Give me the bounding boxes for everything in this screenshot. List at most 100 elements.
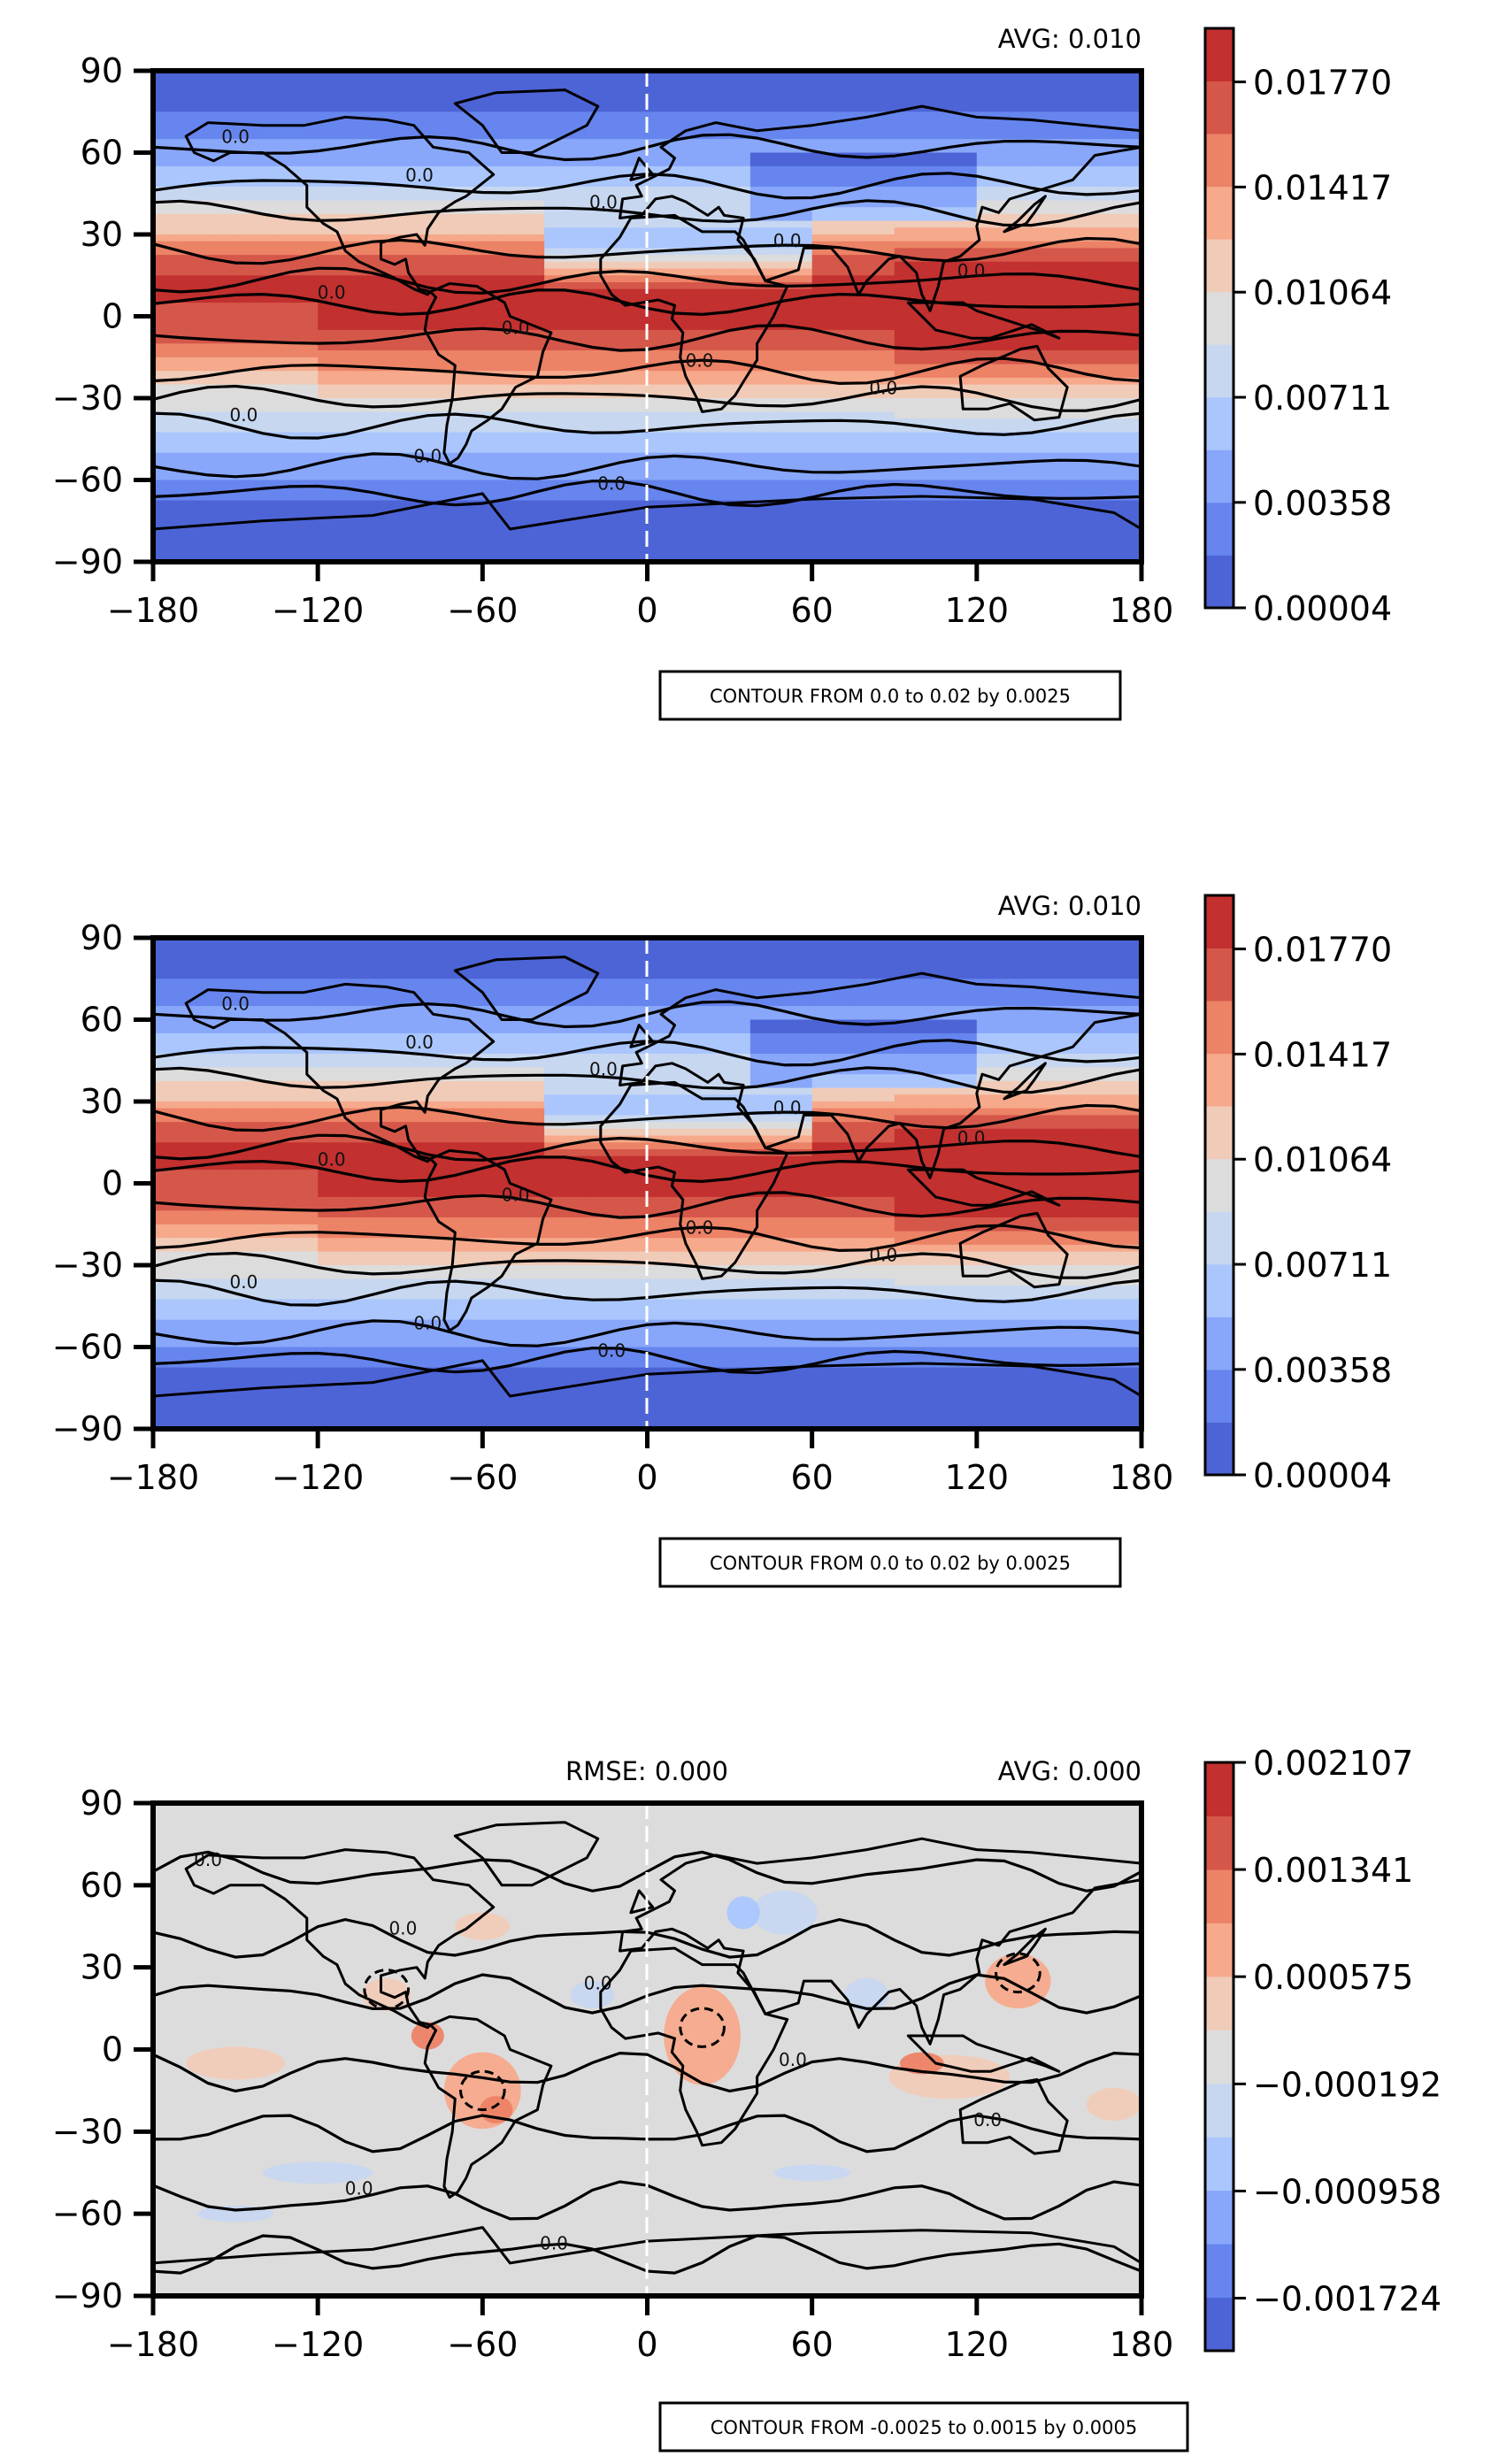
contour-cell	[997, 275, 1018, 283]
contour-cell	[153, 282, 174, 290]
contour-cell	[997, 1060, 1018, 1069]
contour-cell	[791, 500, 813, 508]
contour-cell	[626, 227, 649, 235]
contour-cell	[585, 220, 607, 228]
contour-cell	[235, 180, 257, 188]
contour-cell	[749, 77, 772, 85]
contour-cell	[935, 125, 957, 133]
contour-cell	[1038, 418, 1060, 426]
contour-cell	[296, 1135, 319, 1143]
contour-cell	[997, 391, 1018, 399]
contour-cell	[318, 446, 340, 454]
contour-cell	[358, 1094, 380, 1102]
contour-cell	[214, 425, 236, 434]
contour-cell	[318, 1047, 340, 1055]
contour-cell	[1058, 296, 1080, 303]
contour-cell	[667, 391, 689, 399]
contour-cell	[811, 1032, 834, 1041]
contour-cell	[1038, 234, 1060, 242]
contour-cell	[523, 261, 545, 270]
contour-cell	[400, 1087, 422, 1095]
contour-cell	[503, 303, 525, 311]
contour-cell	[296, 282, 319, 290]
contour-cell	[194, 1040, 216, 1048]
contour-cell	[1080, 964, 1102, 973]
contour-cell	[873, 999, 895, 1007]
contour-cell	[358, 1040, 380, 1048]
contour-cell	[667, 207, 689, 215]
contour-cell	[1100, 398, 1122, 406]
contour-cell	[606, 384, 627, 392]
contour-cell	[400, 398, 422, 406]
contour-cell	[256, 944, 278, 952]
contour-cell	[544, 180, 565, 188]
contour-cell	[256, 180, 278, 188]
contour-cell	[606, 1054, 627, 1062]
contour-cell	[915, 241, 936, 249]
contour-cell	[729, 97, 751, 106]
contour-cell	[976, 187, 998, 195]
contour-cell	[606, 938, 627, 946]
contour-cell	[873, 514, 895, 522]
contour-cell	[729, 425, 751, 434]
contour-cell	[214, 248, 236, 256]
contour-cell	[462, 111, 483, 119]
contour-cell	[420, 159, 442, 167]
contour-cell	[791, 1054, 813, 1062]
contour-cell	[380, 480, 401, 487]
contour-cell	[771, 220, 792, 228]
contour-cell	[709, 296, 731, 303]
contour-cell	[338, 71, 360, 79]
contour-cell	[358, 986, 380, 994]
contour-cell	[976, 377, 998, 386]
contour-cell	[318, 343, 340, 351]
contour-cell	[976, 1094, 998, 1102]
contour-cell	[380, 992, 401, 1000]
contour-cell	[791, 1047, 813, 1055]
contour-cell	[997, 104, 1018, 112]
contour-cell	[771, 999, 792, 1007]
contour-cell	[503, 111, 525, 119]
contour-cell	[544, 268, 565, 276]
contour-cell	[771, 1080, 792, 1089]
contour-cell	[503, 958, 525, 966]
contour-cell	[296, 452, 319, 460]
contour-cell	[462, 1122, 483, 1130]
contour-cell	[771, 1115, 792, 1123]
x-tick-label: 0	[636, 591, 657, 630]
contour-cell	[709, 220, 731, 228]
contour-cell	[1100, 514, 1122, 522]
contour-cell	[1120, 91, 1141, 99]
contour-cell	[276, 418, 298, 426]
contour-cell	[1038, 282, 1060, 290]
contour-cell	[256, 1040, 278, 1048]
contour-cell	[976, 71, 998, 79]
contour-cell	[606, 500, 627, 508]
contour-cell	[441, 1102, 463, 1109]
contour-cell	[647, 350, 669, 358]
contour-cell	[935, 91, 957, 99]
contour-cell	[214, 132, 236, 140]
contour-cell	[585, 1012, 607, 1021]
contour-cell	[256, 187, 278, 195]
contour-cell	[935, 391, 957, 399]
contour-cell	[173, 97, 196, 106]
contour-cell	[935, 1067, 957, 1075]
contour-cell	[214, 329, 236, 338]
contour-cell	[523, 1067, 545, 1075]
contour-cell	[1038, 964, 1060, 973]
contour-cell	[626, 329, 649, 338]
contour-cell	[647, 1135, 669, 1143]
contour-cell	[688, 104, 710, 112]
contour-cell	[1100, 173, 1122, 180]
contour-cell	[606, 439, 627, 447]
contour-cell	[1038, 472, 1060, 481]
contour-cell	[544, 432, 565, 440]
contour-cell	[1120, 1047, 1141, 1055]
contour-cell	[462, 541, 483, 549]
contour-cell	[585, 384, 607, 392]
contour-cell	[585, 364, 607, 372]
contour-cell	[915, 91, 936, 99]
contour-cell	[318, 418, 340, 426]
contour-cell	[194, 207, 216, 215]
